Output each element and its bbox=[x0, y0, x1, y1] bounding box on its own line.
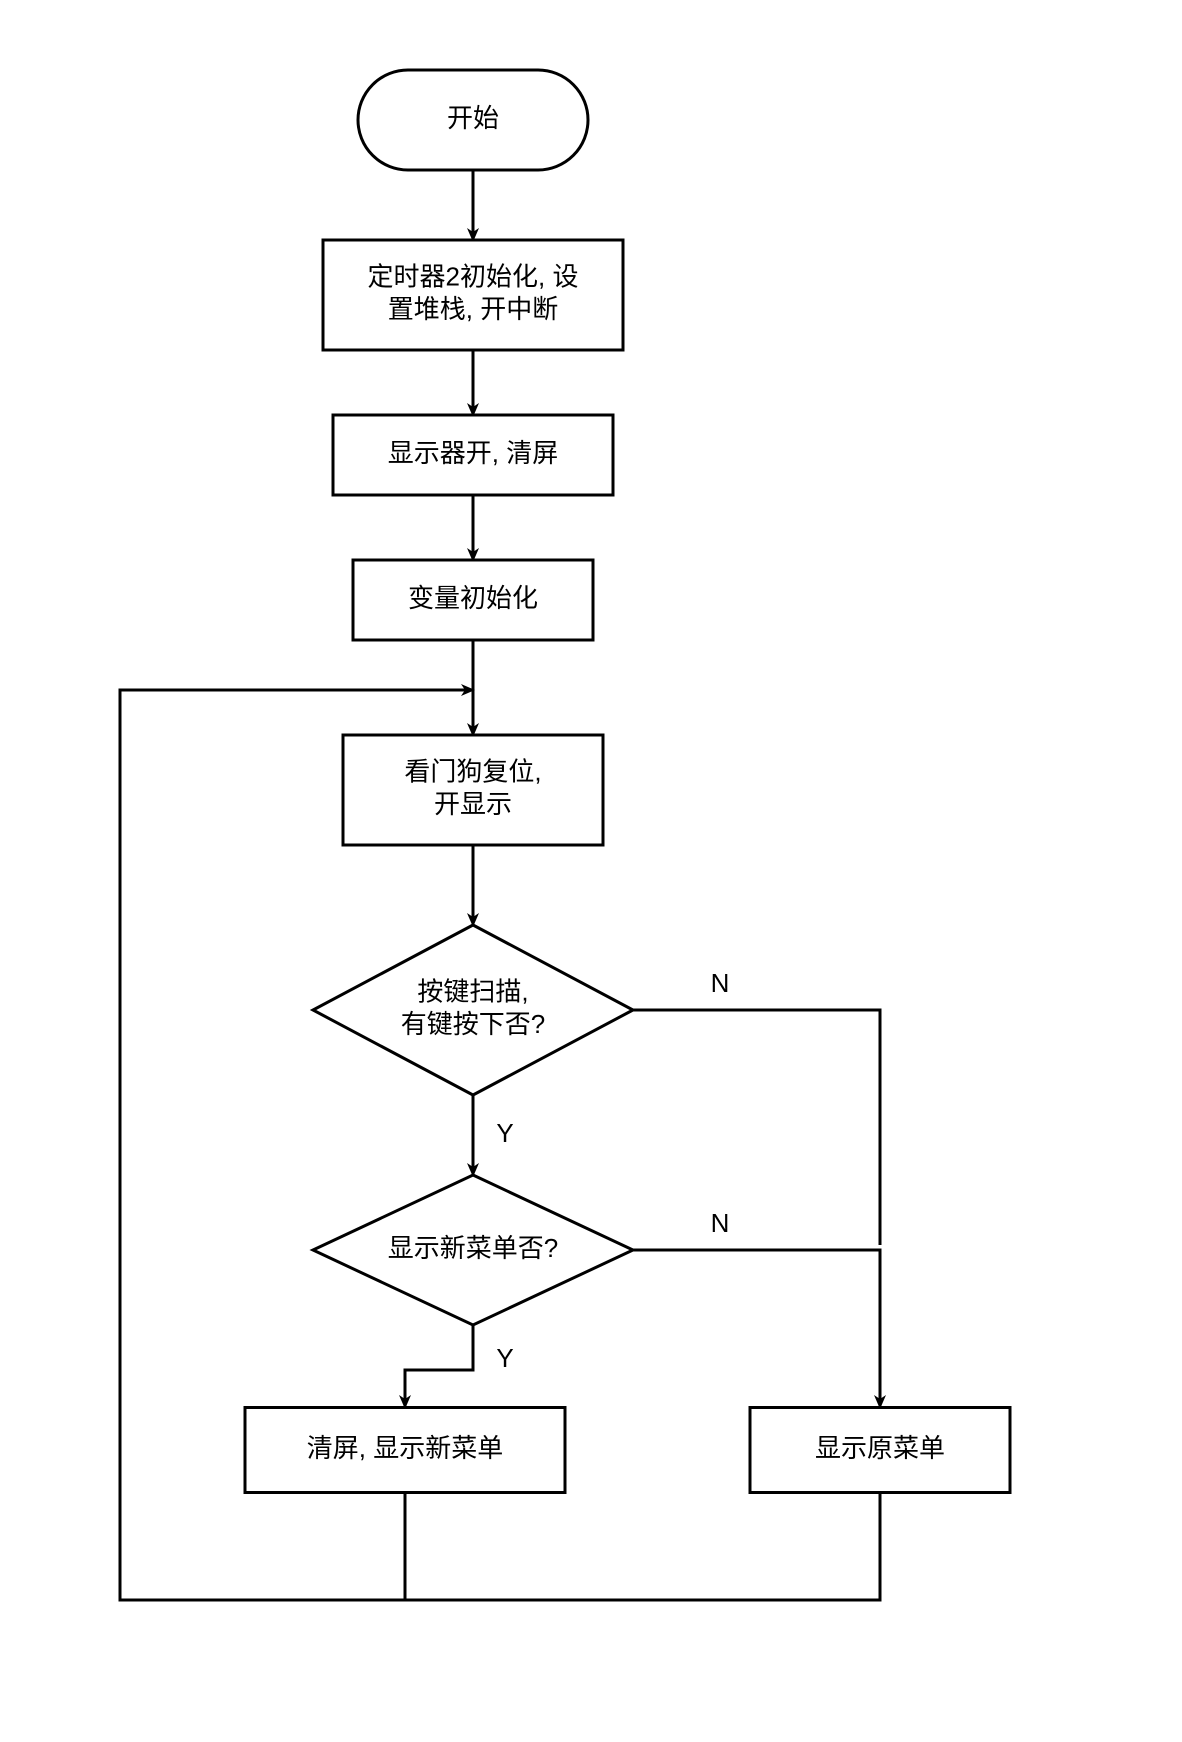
edge-oldm-loop2 bbox=[405, 1492, 880, 1600]
node-wdt-text-0: 看门狗复位, bbox=[404, 757, 541, 787]
node-varinit: 变量初始化 bbox=[353, 560, 593, 640]
edge-label-menu-newm: Y bbox=[496, 1343, 513, 1373]
edge-label-key-menu: Y bbox=[496, 1118, 513, 1148]
node-disp: 显示器开, 清屏 bbox=[333, 415, 613, 495]
node-init1: 定时器2初始化, 设置堆栈, 开中断 bbox=[323, 240, 623, 350]
node-oldm-text-0: 显示原菜单 bbox=[815, 1433, 945, 1463]
node-key-text-1: 有键按下否? bbox=[401, 1009, 545, 1039]
node-init1-text-1: 置堆栈, 开中断 bbox=[388, 294, 558, 324]
node-start: 开始 bbox=[358, 70, 588, 170]
edge-label-key-oldm_j: N bbox=[711, 968, 730, 998]
node-wdt: 看门狗复位,开显示 bbox=[343, 735, 603, 845]
node-key: 按键扫描,有键按下否? bbox=[313, 925, 633, 1095]
node-key-text-0: 按键扫描, bbox=[417, 977, 528, 1007]
node-menu: 显示新菜单否? bbox=[313, 1175, 633, 1325]
edge-label-menu-oldm: N bbox=[711, 1208, 730, 1238]
node-menu-text-0: 显示新菜单否? bbox=[388, 1233, 558, 1263]
node-start-text-0: 开始 bbox=[447, 103, 499, 133]
edge-menu-newm bbox=[405, 1325, 473, 1407]
edge-menu-oldm bbox=[633, 1250, 880, 1407]
node-newm-text-0: 清屏, 显示新菜单 bbox=[307, 1433, 503, 1463]
flowchart-canvas: 开始定时器2初始化, 设置堆栈, 开中断显示器开, 清屏变量初始化看门狗复位,开… bbox=[0, 0, 1182, 1742]
node-varinit-text-0: 变量初始化 bbox=[408, 583, 538, 613]
node-oldm: 显示原菜单 bbox=[750, 1408, 1010, 1493]
node-wdt-text-1: 开显示 bbox=[434, 789, 512, 819]
edge-key-oldm_j bbox=[633, 1010, 880, 1245]
node-newm: 清屏, 显示新菜单 bbox=[245, 1408, 565, 1493]
node-disp-text-0: 显示器开, 清屏 bbox=[388, 438, 558, 468]
node-init1-text-0: 定时器2初始化, 设 bbox=[368, 262, 579, 292]
